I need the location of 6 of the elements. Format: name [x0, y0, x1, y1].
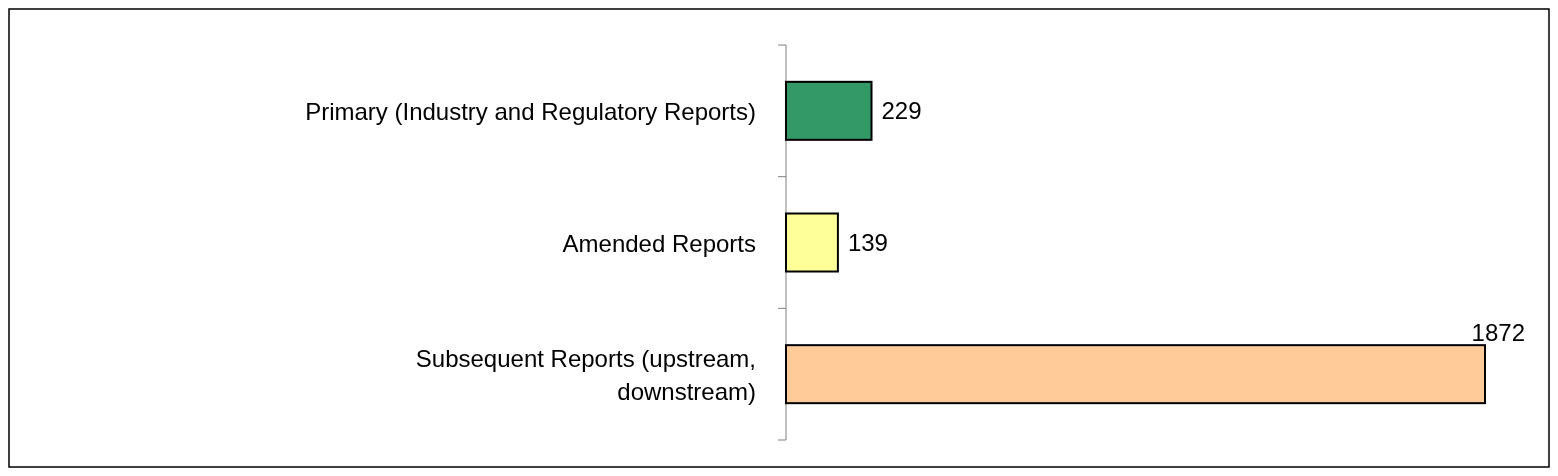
y-tick-label: Subsequent Reports (upstream, downstream): [415, 344, 756, 405]
data-label: 1872: [1471, 319, 1525, 347]
data-label: 229: [881, 97, 922, 125]
y-tick-label: Primary (Industry and Regulatory Reports): [305, 97, 756, 125]
y-tick-label: Amended Reports: [562, 229, 756, 256]
data-label: 139: [847, 229, 888, 256]
